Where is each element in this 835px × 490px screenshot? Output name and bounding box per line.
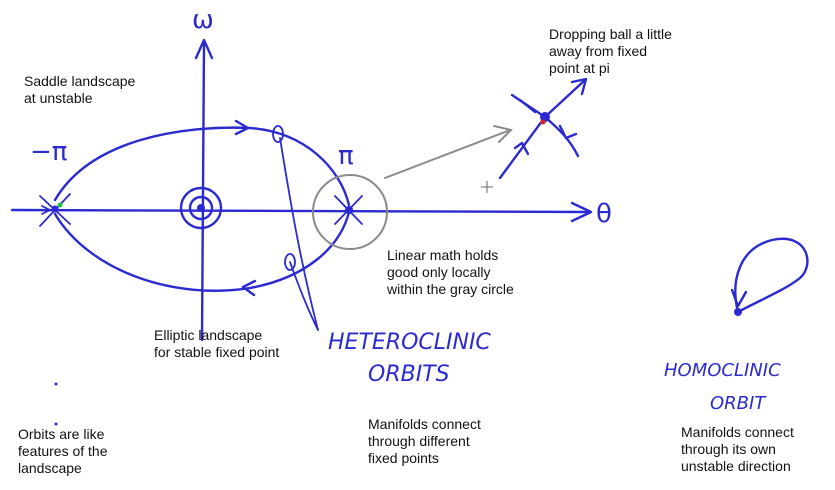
theta-axis-label: θ <box>596 199 612 229</box>
note-saddle: Saddle landscape at unstable <box>24 73 136 106</box>
heteroclinic-pointers <box>272 125 319 331</box>
omega-axis-label: ω <box>192 5 214 35</box>
gray-local-circle <box>312 174 388 250</box>
theta-axis <box>10 201 593 223</box>
red-marker <box>540 119 546 125</box>
zoomed-saddle <box>498 77 588 180</box>
pi-label: π <box>338 141 354 171</box>
note-orbits-features: Orbits are like features of the landscap… <box>18 426 108 476</box>
homoclinic-label-line2: ORBIT <box>710 393 767 414</box>
stray-dot <box>54 382 58 386</box>
homoclinic-label-line1: HOMOCLINIC <box>664 360 781 381</box>
note-manifolds-different: Manifolds connect through different fixe… <box>368 416 481 466</box>
heteroclinic-label-line1: HETEROCLINIC <box>328 330 491 355</box>
green-marker <box>57 202 63 208</box>
neg-pi-label: −π <box>30 137 67 167</box>
crosshair-cursor-icon <box>481 181 493 193</box>
elliptic-center <box>179 186 223 230</box>
note-dropping-ball: Dropping ball a little away from fixed p… <box>549 26 672 76</box>
stray-dot <box>54 422 58 426</box>
heteroclinic-orbits <box>53 119 351 297</box>
note-linear-math: Linear math holds good only locally with… <box>387 247 514 297</box>
homoclinic-loop <box>730 237 809 316</box>
note-manifolds-own: Manifolds connect through its own unstab… <box>681 424 794 474</box>
saddle-neg-pi <box>39 193 71 227</box>
heteroclinic-label-line2: ORBITS <box>368 362 450 387</box>
zoom-arrow <box>384 125 513 179</box>
note-elliptic: Elliptic landscape for stable fixed poin… <box>154 327 280 360</box>
saddle-pi <box>334 195 363 225</box>
